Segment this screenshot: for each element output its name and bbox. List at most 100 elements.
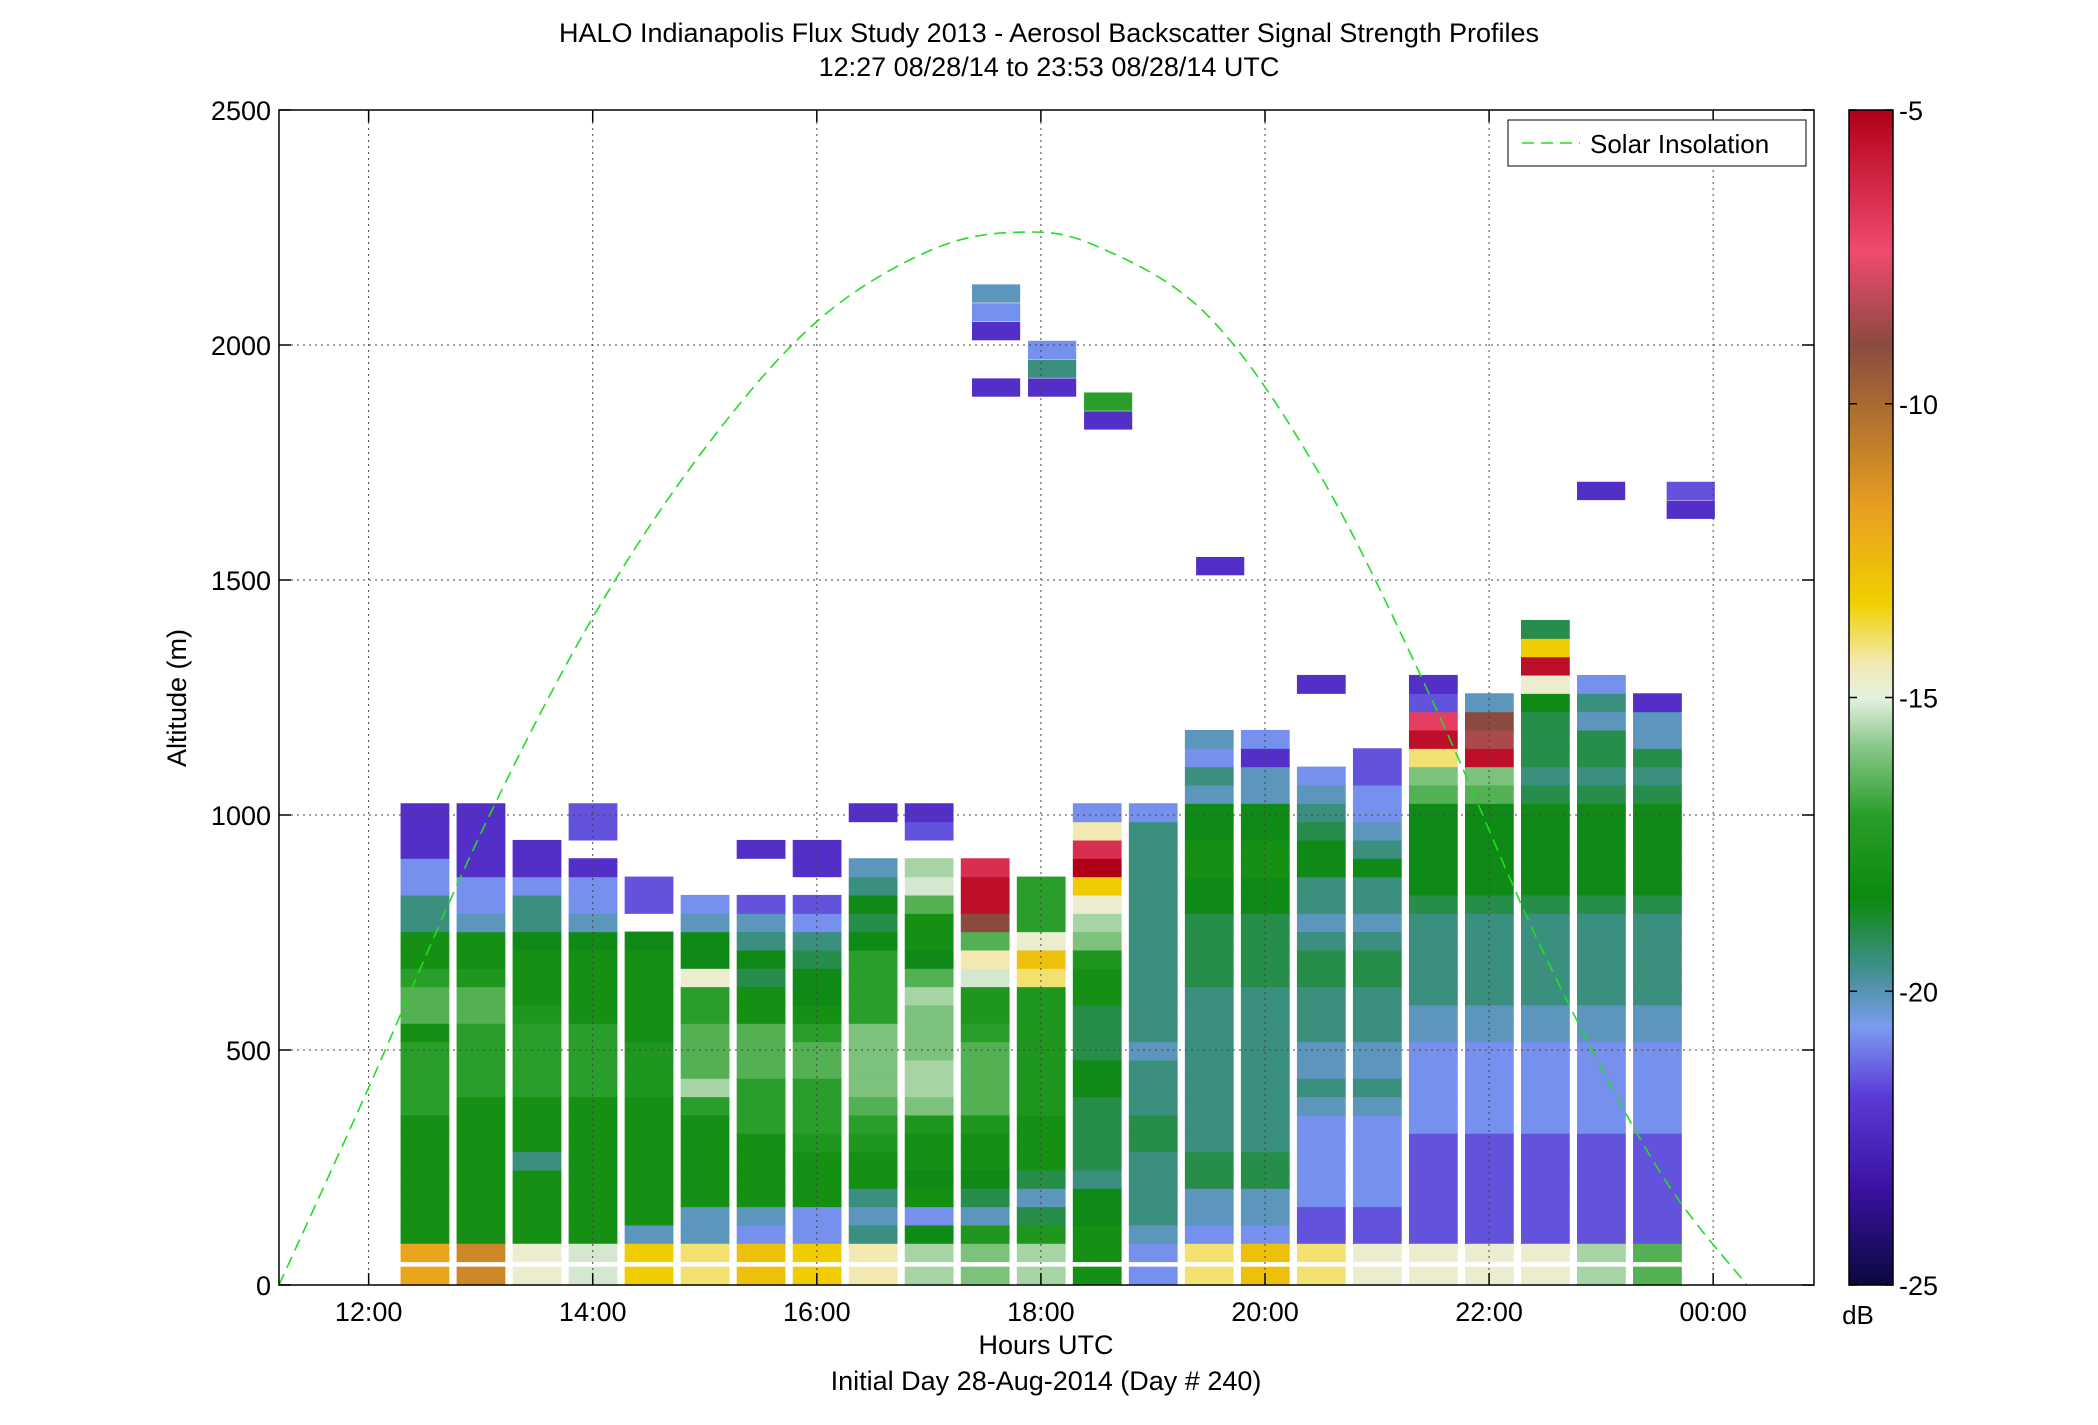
heatmap-cell: [1240, 876, 1290, 896]
heatmap-cell: [736, 949, 786, 969]
heatmap-cell: [1408, 949, 1458, 969]
heatmap-cell: [736, 1023, 786, 1043]
heatmap-cell: [512, 1224, 562, 1244]
heatmap-cell: [1128, 1023, 1178, 1043]
heatmap-cell: [624, 1224, 674, 1244]
heatmap-cell: [1072, 1004, 1122, 1024]
heatmap-cell: [848, 894, 898, 914]
heatmap-cell: [1577, 858, 1626, 878]
heatmap-cell: [1072, 968, 1122, 988]
heatmap-cell: [1296, 821, 1346, 841]
heatmap-cell: [1072, 1023, 1122, 1043]
heatmap-cell: [848, 1206, 898, 1226]
heatmap-cell: [512, 1151, 562, 1171]
x-axis: 12:00 14:00 16:00 18:00 20:00 22:00 00:00: [335, 110, 1747, 1327]
heatmap-cell: [1633, 1004, 1682, 1024]
heatmap-cell: [1577, 839, 1626, 859]
heatmap-cell: [1072, 1224, 1122, 1244]
heatmap-cell: [1128, 1243, 1178, 1263]
heatmap-cell: [1296, 931, 1346, 951]
heatmap-cell: [624, 986, 674, 1006]
heatmap-cell: [1577, 748, 1626, 768]
heatmap-cell: [1296, 1004, 1346, 1024]
heatmap-cell: [1521, 1169, 1570, 1189]
heatmap-cell: [400, 949, 450, 969]
heatmap-cell: [624, 1151, 674, 1171]
heatmap-cell: [1240, 729, 1290, 749]
heatmap-cell: [736, 1078, 786, 1098]
heatmap-cell: [1240, 1096, 1290, 1116]
heatmap-cell: [1521, 766, 1570, 786]
heatmap-cell: [400, 1004, 450, 1024]
heatmap-cell: [400, 968, 450, 988]
heatmap-cell: [1184, 931, 1234, 951]
heatmap-cell: [624, 894, 674, 914]
heatmap-cell: [792, 949, 842, 969]
heatmap-cell: [1633, 1096, 1682, 1116]
heatmap-cell: [1577, 1004, 1626, 1024]
heatmap-cell: [736, 1041, 786, 1061]
colorbar-tick-label: -10: [1899, 390, 1938, 420]
heatmap-cell: [960, 1023, 1010, 1043]
heatmap-cell: [1072, 949, 1122, 969]
heatmap-cell: [1633, 1224, 1682, 1244]
heatmap-cell: [1577, 931, 1626, 951]
heatmap-cell: [1072, 876, 1122, 896]
heatmap-cell: [1296, 1078, 1346, 1098]
heatmap-cell: [1521, 711, 1570, 731]
heatmap-cell: [1521, 693, 1570, 713]
heatmap-cell: [1577, 1188, 1626, 1208]
heatmap-cell: [1296, 1023, 1346, 1043]
heatmap-cell: [1352, 1188, 1402, 1208]
heatmap-cell: [904, 1133, 954, 1153]
heatmap-cell: [848, 858, 898, 878]
heatmap-cell: [400, 1059, 450, 1079]
heatmap-cell: [400, 839, 450, 859]
heatmap-cell: [456, 803, 506, 823]
heatmap-cell: [792, 1059, 842, 1079]
heatmap-cell: [1464, 1004, 1514, 1024]
heatmap-cell: [1296, 949, 1346, 969]
heatmap-cell: [624, 1059, 674, 1079]
heatmap-cell: [624, 1133, 674, 1153]
heatmap-cell: [1016, 949, 1066, 969]
heatmap-cell: [1521, 1059, 1570, 1079]
heatmap-cell: [680, 913, 730, 933]
heatmap-cell: [1240, 1078, 1290, 1098]
solar-insolation-curve: [278, 231, 1748, 1286]
heatmap-cell: [400, 1133, 450, 1153]
heatmap-cell: [1352, 931, 1402, 951]
heatmap-cell: [1296, 784, 1346, 804]
heatmap-cell: [400, 1041, 450, 1061]
heatmap-cell: [1240, 913, 1290, 933]
heatmap-cell: [1128, 1114, 1178, 1134]
heatmap-cell: [1408, 1224, 1458, 1244]
heatmap-cell: [400, 1188, 450, 1208]
heatmap-cell: [680, 1059, 730, 1079]
heatmap-cell: [1352, 1059, 1402, 1079]
heatmap-cell: [1464, 931, 1514, 951]
heatmap-cell: [1577, 1096, 1626, 1116]
heatmap-cell: [1128, 803, 1178, 823]
heatmap-cell: [848, 1224, 898, 1244]
heatmap-cell: [960, 876, 1010, 896]
heatmap-cell: [400, 894, 450, 914]
heatmap-cell: [1128, 949, 1178, 969]
heatmap-cell: [1240, 931, 1290, 951]
heatmap-cell: [568, 949, 618, 969]
heatmap-cell: [848, 949, 898, 969]
heatmap-cell: [1128, 821, 1178, 841]
heatmap-cell: [1352, 858, 1402, 878]
heatmap-cell: [1072, 1059, 1122, 1079]
x-tick-label: 12:00: [335, 1297, 403, 1327]
heatmap-cell: [1577, 1133, 1626, 1153]
heatmap-cell: [400, 1243, 450, 1263]
heatmap-cell: [1521, 876, 1570, 896]
heatmap-cell: [1464, 876, 1514, 896]
heatmap-cell: [1408, 1023, 1458, 1043]
heatmap-cell: [848, 1151, 898, 1171]
heatmap-cell: [680, 1004, 730, 1024]
heatmap-cell: [1128, 1266, 1178, 1285]
heatmap-cell: [960, 1243, 1010, 1263]
heatmap-cell: [1184, 858, 1234, 878]
